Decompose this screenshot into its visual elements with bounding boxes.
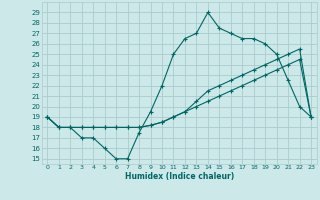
X-axis label: Humidex (Indice chaleur): Humidex (Indice chaleur)	[124, 172, 234, 181]
